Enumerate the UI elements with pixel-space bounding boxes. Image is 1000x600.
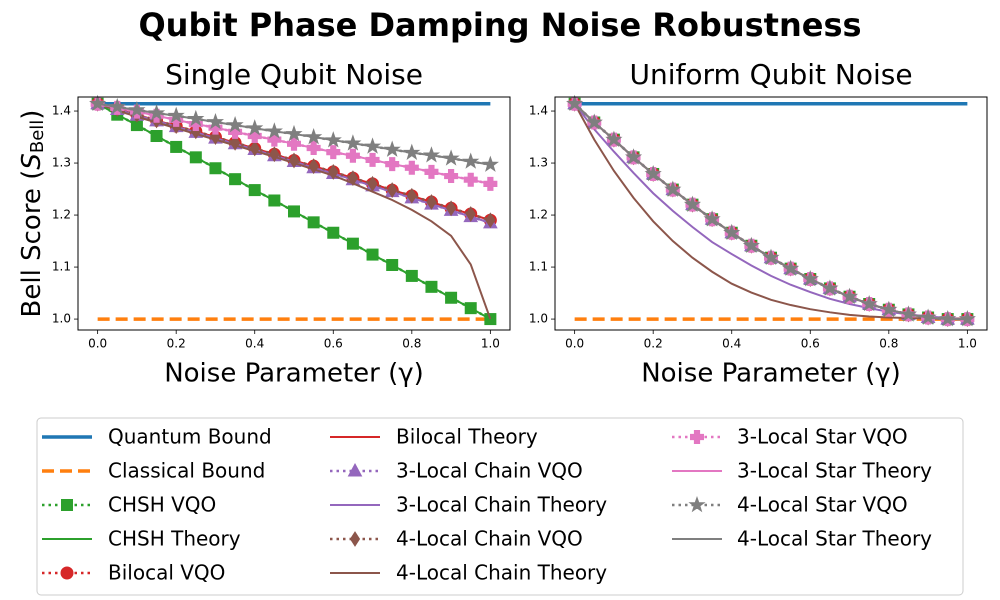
y-axis-label-part: ) xyxy=(17,110,47,120)
y-tick-label: 1.1 xyxy=(529,260,548,274)
marker xyxy=(485,212,496,229)
x-tick-label: 0.6 xyxy=(801,337,820,351)
marker xyxy=(566,94,584,112)
x-tick-label: 0.8 xyxy=(402,337,421,351)
series-line xyxy=(97,102,491,166)
legend-label: Classical Bound xyxy=(108,459,265,483)
marker xyxy=(89,94,107,112)
marker xyxy=(445,200,457,217)
marker xyxy=(958,310,976,327)
series-line xyxy=(97,102,491,320)
x-tick-label: 1.0 xyxy=(481,337,500,351)
series-line xyxy=(573,103,968,321)
figure-title: Qubit Phase Damping Noise Robustness xyxy=(138,6,861,44)
x-tick-label: 0.0 xyxy=(88,337,107,351)
legend-marker xyxy=(690,430,704,444)
legend-label: 4-Local Star Theory xyxy=(737,527,932,551)
axes-frame xyxy=(554,96,988,331)
series-line xyxy=(573,102,968,321)
legend-marker xyxy=(61,499,73,511)
y-axis-label-part: Bell Score ( xyxy=(17,170,47,318)
series-line xyxy=(97,102,492,320)
x-tick-label: 0.2 xyxy=(644,337,663,351)
x-tick-label: 0.8 xyxy=(879,337,898,351)
legend-label: Quantum Bound xyxy=(108,425,272,449)
series-line xyxy=(573,103,968,321)
y-tick-label: 1.3 xyxy=(529,156,548,170)
marker xyxy=(426,194,437,210)
y-tick-label: 1.4 xyxy=(529,104,548,118)
series-line xyxy=(573,102,968,321)
legend-label: 3-Local Star Theory xyxy=(737,459,932,483)
series-line xyxy=(573,103,968,321)
series-line xyxy=(573,102,968,321)
x-tick-label: 0.0 xyxy=(565,337,584,351)
series-line xyxy=(573,103,968,321)
legend-label: 4-Local Chain VQO xyxy=(396,527,583,551)
marker xyxy=(406,187,417,204)
legend-label: 3-Local Chain Theory xyxy=(396,493,607,517)
y-tick-label: 1.4 xyxy=(52,104,71,118)
y-axis-label: Bell Score (SBell) xyxy=(17,110,49,318)
x-tick-label: 0.4 xyxy=(722,337,741,351)
legend-label: 4-Local Chain Theory xyxy=(396,561,607,585)
marker xyxy=(483,176,498,191)
legend-label: CHSH VQO xyxy=(108,493,216,517)
x-tick-label: 0.6 xyxy=(324,337,343,351)
legend-box xyxy=(36,417,964,596)
legend-label: 3-Local Chain VQO xyxy=(396,459,583,483)
x-axis-label: Noise Parameter (γ) xyxy=(164,359,424,389)
legend-label: Bilocal Theory xyxy=(396,425,538,449)
axes-frame xyxy=(77,96,511,331)
legend-marker xyxy=(688,495,706,513)
x-axis-label: Noise Parameter (γ) xyxy=(641,359,901,389)
legend-label: CHSH Theory xyxy=(108,527,241,551)
y-tick-label: 1.3 xyxy=(52,156,71,170)
legend-marker xyxy=(349,531,361,547)
axes-title: Single Qubit Noise xyxy=(165,58,423,91)
series-line xyxy=(573,103,968,321)
legend-label: Bilocal VQO xyxy=(108,561,225,585)
y-axis-label-part: Bell xyxy=(27,120,48,153)
series-line xyxy=(573,102,968,321)
legend-label: 4-Local Star VQO xyxy=(737,493,908,517)
x-tick-label: 0.4 xyxy=(245,337,264,351)
legend-marker xyxy=(60,566,74,580)
y-tick-label: 1.2 xyxy=(529,208,548,222)
x-tick-label: 0.2 xyxy=(167,337,186,351)
series-line xyxy=(573,103,968,321)
y-tick-label: 1.0 xyxy=(52,312,71,326)
y-axis-label-part: S xyxy=(17,153,47,170)
legend-label: 3-Local Star VQO xyxy=(737,425,908,449)
axes-title: Uniform Qubit Noise xyxy=(629,58,912,91)
marker xyxy=(387,182,398,199)
legend-marker xyxy=(347,462,363,477)
x-tick-label: 1.0 xyxy=(958,337,977,351)
y-tick-label: 1.1 xyxy=(52,260,71,274)
series-line xyxy=(573,102,968,321)
y-tick-label: 1.0 xyxy=(529,312,548,326)
series-line xyxy=(573,102,968,321)
series-line xyxy=(97,102,491,185)
y-tick-label: 1.2 xyxy=(52,208,71,222)
marker xyxy=(465,206,476,222)
